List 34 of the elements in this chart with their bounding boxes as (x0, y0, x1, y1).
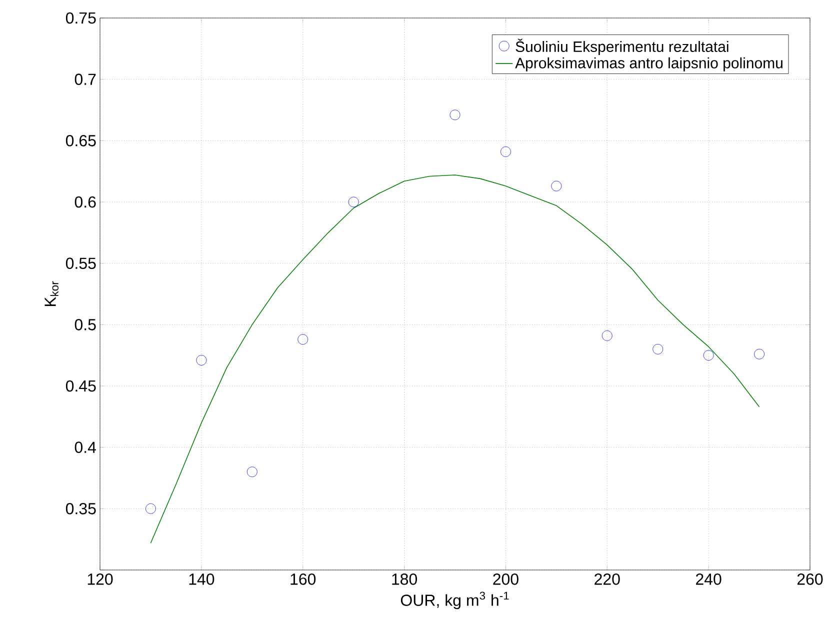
point (196, 355, 207, 366)
x-tick-label: 200 (493, 574, 518, 585)
x-tick-label: 180 (392, 574, 417, 585)
point (246, 466, 258, 478)
point (348, 196, 359, 208)
y-axis-title: K$_{kor}$ (44, 281, 58, 306)
y-tick-label: 0.7 (74, 74, 96, 85)
line-series (150, 174, 760, 544)
legend-label: Aproksimavimas antro laipsnio polinomu (515, 57, 782, 72)
point (500, 146, 511, 157)
point (602, 330, 612, 341)
y-tick-label: 0.6 (74, 196, 96, 208)
x-tick-label: 260 (797, 574, 823, 585)
x-axis-title: OUR, kg m$^{3}$ h$^{-1}$ (400, 592, 509, 610)
y-tick-label: 0.35 (66, 502, 96, 514)
y-tick-label: 0.75 (66, 12, 96, 24)
x-tick-label: 220 (594, 574, 620, 585)
point (754, 348, 764, 360)
point (652, 344, 664, 354)
y-tick-label: 0.55 (66, 258, 96, 269)
y-tick-label: 0.45 (66, 380, 96, 392)
point (146, 503, 156, 514)
y-tick-label: 0.65 (66, 135, 96, 146)
point (450, 110, 460, 120)
y-tick-label: 0.5 (74, 318, 96, 330)
x-tick-label: 240 (696, 574, 722, 585)
x-tick-label: 140 (189, 574, 214, 585)
legend-label: Šuoliniu Eksperimentu rezultatai (516, 38, 728, 55)
y-tick-label: 0.4 (74, 442, 96, 453)
x-tick-label: 120 (88, 574, 113, 585)
point (551, 180, 562, 192)
x-tick-label: 160 (290, 574, 316, 585)
point (298, 334, 308, 345)
point (703, 350, 714, 361)
